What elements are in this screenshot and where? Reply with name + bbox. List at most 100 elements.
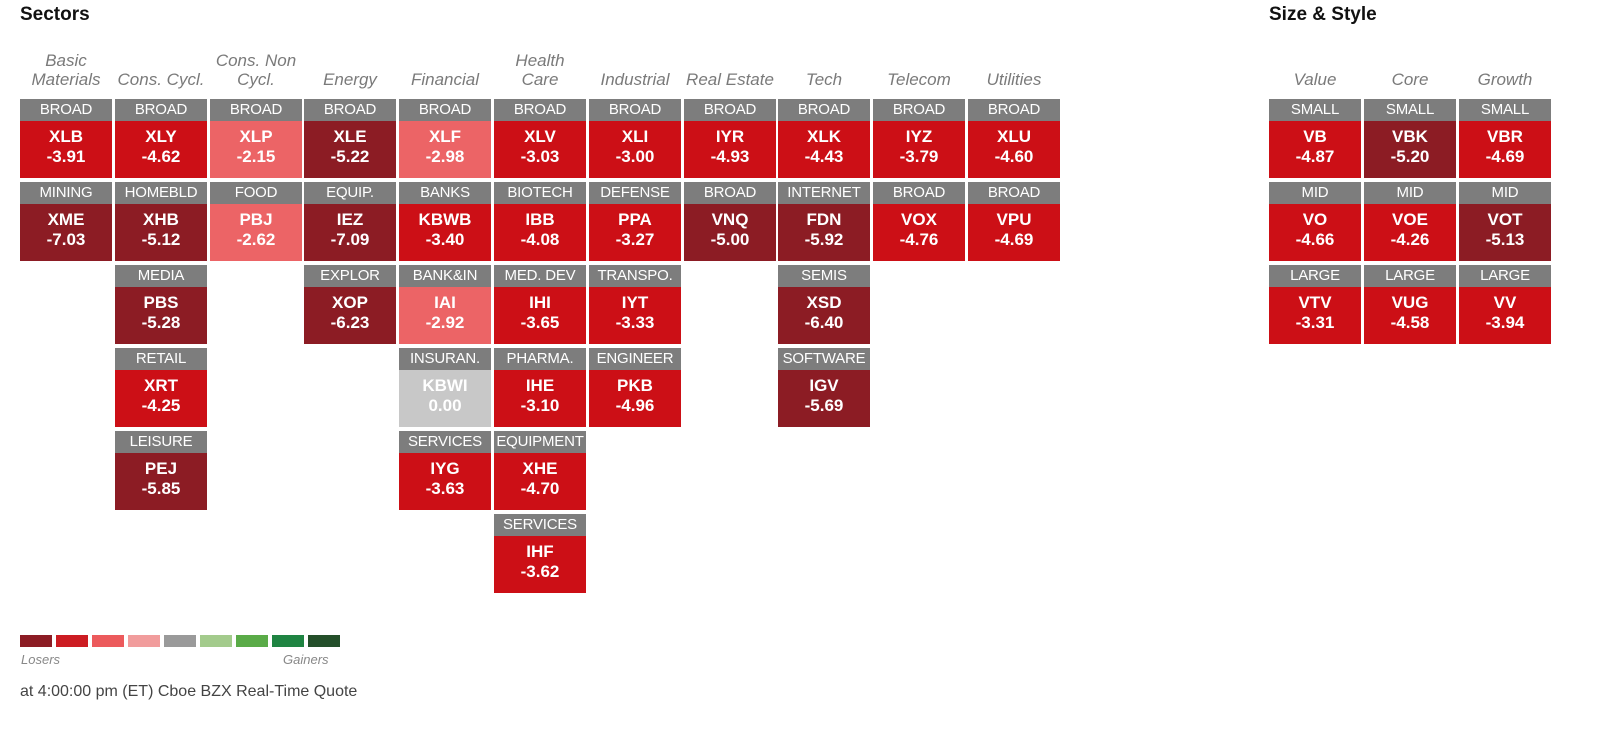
- tile-ticker: VOE: [1392, 210, 1428, 229]
- tile-ticker: PBJ: [239, 210, 273, 229]
- etf-tile-pej[interactable]: LEISURE PEJ -5.85: [115, 431, 207, 510]
- tile-body: VOX -4.76: [873, 204, 965, 261]
- etf-tile-voe[interactable]: MID VOE -4.26: [1364, 182, 1456, 261]
- tile-change: -3.94: [1485, 313, 1525, 332]
- etf-tile-xlu[interactable]: BROAD XLU -4.60: [968, 99, 1060, 178]
- tile-change: -5.28: [141, 313, 181, 332]
- etf-tile-vv[interactable]: LARGE VV -3.94: [1459, 265, 1551, 344]
- column-header-utilities: Utilities: [986, 70, 1042, 89]
- tile-ticker: IBB: [525, 210, 555, 229]
- tile-ticker: XLP: [239, 127, 273, 146]
- etf-tile-vug[interactable]: LARGE VUG -4.58: [1364, 265, 1456, 344]
- tile-body: XLP -2.15: [210, 121, 302, 178]
- etf-tile-iyr[interactable]: BROAD IYR -4.93: [684, 99, 776, 178]
- etf-tile-xlk[interactable]: BROAD XLK -4.43: [778, 99, 870, 178]
- tile-change: -4.43: [804, 147, 844, 166]
- tile-change: -4.70: [520, 479, 560, 498]
- etf-tile-vb[interactable]: SMALL VB -4.87: [1269, 99, 1361, 178]
- tile-sublabel: EQUIPMENT: [494, 431, 586, 453]
- tile-ticker: VUG: [1391, 293, 1429, 312]
- etf-tile-xlb[interactable]: BROAD XLB -3.91: [20, 99, 112, 178]
- tile-change: -5.85: [141, 479, 181, 498]
- etf-tile-xlf[interactable]: BROAD XLF -2.98: [399, 99, 491, 178]
- etf-tile-iyt[interactable]: TRANSPO. IYT -3.33: [589, 265, 681, 344]
- tile-sublabel: BROAD: [115, 99, 207, 121]
- column-header-growth: Growth: [1477, 70, 1533, 89]
- tile-sublabel: SMALL: [1364, 99, 1456, 121]
- tile-ticker: XLF: [428, 127, 462, 146]
- tile-change: -4.69: [994, 230, 1034, 249]
- tile-ticker: XHE: [522, 459, 558, 478]
- legend-swatch: [128, 635, 160, 647]
- etf-tile-vnq[interactable]: BROAD VNQ -5.00: [684, 182, 776, 261]
- column-header-core: Core: [1391, 70, 1429, 89]
- tile-change: -3.65: [520, 313, 560, 332]
- etf-tile-igv[interactable]: SOFTWARE IGV -5.69: [778, 348, 870, 427]
- legend-swatch: [272, 635, 304, 647]
- tile-body: KBWB -3.40: [399, 204, 491, 261]
- etf-tile-xme[interactable]: MINING XME -7.03: [20, 182, 112, 261]
- tile-change: -6.40: [804, 313, 844, 332]
- tile-sublabel: BROAD: [873, 99, 965, 121]
- etf-tile-ihf[interactable]: SERVICES IHF -3.62: [494, 514, 586, 593]
- tile-body: XSD -6.40: [778, 287, 870, 344]
- tile-body: IHF -3.62: [494, 536, 586, 593]
- sectors-title: Sectors: [20, 4, 90, 25]
- tile-body: VO -4.66: [1269, 204, 1361, 261]
- tile-sublabel: INSURAN.: [399, 348, 491, 370]
- etf-tile-fdn[interactable]: INTERNET FDN -5.92: [778, 182, 870, 261]
- tile-body: VPU -4.69: [968, 204, 1060, 261]
- etf-tile-pbs[interactable]: MEDIA PBS -5.28: [115, 265, 207, 344]
- tile-sublabel: MID: [1364, 182, 1456, 204]
- legend-swatch: [20, 635, 52, 647]
- tile-change: -3.00: [615, 147, 655, 166]
- etf-tile-xly[interactable]: BROAD XLY -4.62: [115, 99, 207, 178]
- etf-tile-pkb[interactable]: ENGINEER PKB -4.96: [589, 348, 681, 427]
- etf-tile-vbk[interactable]: SMALL VBK -5.20: [1364, 99, 1456, 178]
- legend-swatch: [236, 635, 268, 647]
- column-header-industrial: Industrial: [600, 70, 670, 89]
- etf-tile-xlp[interactable]: BROAD XLP -2.15: [210, 99, 302, 178]
- etf-tile-vtv[interactable]: LARGE VTV -3.31: [1269, 265, 1361, 344]
- tile-sublabel: BROAD: [399, 99, 491, 121]
- etf-tile-ihe[interactable]: PHARMA. IHE -3.10: [494, 348, 586, 427]
- tile-change: -3.79: [899, 147, 939, 166]
- tile-ticker: VPU: [996, 210, 1032, 229]
- tile-change: -3.63: [425, 479, 465, 498]
- etf-tile-pbj[interactable]: FOOD PBJ -2.62: [210, 182, 302, 261]
- tile-sublabel: FOOD: [210, 182, 302, 204]
- etf-tile-vot[interactable]: MID VOT -5.13: [1459, 182, 1551, 261]
- tile-sublabel: BROAD: [20, 99, 112, 121]
- etf-tile-xhb[interactable]: HOMEBLD XHB -5.12: [115, 182, 207, 261]
- etf-tile-xlv[interactable]: BROAD XLV -3.03: [494, 99, 586, 178]
- etf-tile-xhe[interactable]: EQUIPMENT XHE -4.70: [494, 431, 586, 510]
- etf-tile-ibb[interactable]: BIOTECH IBB -4.08: [494, 182, 586, 261]
- tile-sublabel: LEISURE: [115, 431, 207, 453]
- column-header-health-care: Health Care: [515, 51, 565, 89]
- etf-tile-iyg[interactable]: SERVICES IYG -3.63: [399, 431, 491, 510]
- etf-tile-xrt[interactable]: RETAIL XRT -4.25: [115, 348, 207, 427]
- etf-tile-kbwb[interactable]: BANKS KBWB -3.40: [399, 182, 491, 261]
- etf-tile-xli[interactable]: BROAD XLI -3.00: [589, 99, 681, 178]
- tile-change: -5.22: [330, 147, 370, 166]
- etf-tile-iyz[interactable]: BROAD IYZ -3.79: [873, 99, 965, 178]
- etf-tile-vo[interactable]: MID VO -4.66: [1269, 182, 1361, 261]
- etf-tile-iai[interactable]: BANK&IN IAI -2.92: [399, 265, 491, 344]
- etf-tile-xle[interactable]: BROAD XLE -5.22: [304, 99, 396, 178]
- etf-tile-vpu[interactable]: BROAD VPU -4.69: [968, 182, 1060, 261]
- etf-tile-xsd[interactable]: SEMIS XSD -6.40: [778, 265, 870, 344]
- etf-tile-xop[interactable]: EXPLOR XOP -6.23: [304, 265, 396, 344]
- etf-tile-ppa[interactable]: DEFENSE PPA -3.27: [589, 182, 681, 261]
- etf-tile-vbr[interactable]: SMALL VBR -4.69: [1459, 99, 1551, 178]
- etf-tile-ihi[interactable]: MED. DEV IHI -3.65: [494, 265, 586, 344]
- etf-tile-vox[interactable]: BROAD VOX -4.76: [873, 182, 965, 261]
- tile-sublabel: LARGE: [1459, 265, 1551, 287]
- tile-ticker: IHF: [526, 542, 554, 561]
- etf-tile-kbwi[interactable]: INSURAN. KBWI 0.00: [399, 348, 491, 427]
- tile-change: -5.92: [804, 230, 844, 249]
- tile-change: 0.00: [428, 396, 462, 415]
- tile-body: IYR -4.93: [684, 121, 776, 178]
- tile-sublabel: BIOTECH: [494, 182, 586, 204]
- tile-body: IGV -5.69: [778, 370, 870, 427]
- etf-tile-iez[interactable]: EQUIP. IEZ -7.09: [304, 182, 396, 261]
